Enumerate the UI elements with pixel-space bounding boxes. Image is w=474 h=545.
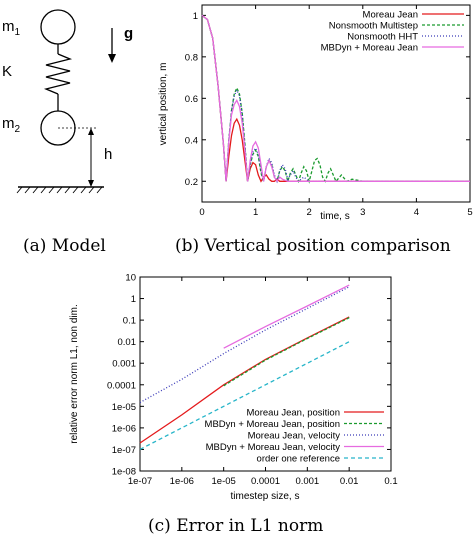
x-tick-label: 0.1 [384,476,397,487]
chart-c-xlabel: timestep size, s [231,491,300,502]
x-tick-label: 1 [253,207,258,218]
label-m1: m1 [2,18,21,38]
legend-label: Moreau Jean, velocity [248,431,341,442]
chart-b-ticks: 0 1 2 3 4 5 0.2 0.4 0.6 0.8 1 [185,5,473,218]
y-tick-label: 0.4 [185,135,198,146]
y-tick-label: 1e-07 [112,445,136,456]
chart-b-series [201,14,470,184]
x-tick-label: 1e-07 [128,476,152,487]
x-tick-label: 1e-05 [212,476,236,487]
series-line-3 [223,284,350,349]
legend-label: Nonsmooth Multistep [329,21,418,32]
y-tick-label: 1 [131,294,136,305]
model-diagram: m1 K m2 g h [2,9,133,194]
x-tick-label: 0.01 [340,476,359,487]
chart-b-frame [201,4,471,203]
label-m2: m2 [2,115,21,135]
y-tick-label: 0.2 [185,177,198,188]
label-g: g [124,25,133,42]
y-tick-label: 0.01 [118,337,137,348]
label-k: K [2,63,12,80]
series-line-0 [201,14,470,183]
caption-c: (c) Error in L1 norm [148,516,323,536]
caption-a: (a) Model [23,236,106,256]
legend-label: MBDyn + Moreau Jean, velocity [206,442,341,453]
y-tick-label: 10 [125,273,136,284]
label-h: h [104,146,112,163]
series-line-2 [201,14,470,184]
mass-1-circle [40,9,76,45]
x-tick-label: 4 [414,207,419,218]
legend-label: Moreau Jean, position [247,408,340,419]
series-line-3 [201,14,470,183]
y-tick-label: 1e-08 [112,467,136,478]
series-line-1 [201,14,470,184]
chart-c-ylabel: relative error norm L1, non dim. [69,304,80,444]
x-tick-label: 1e-06 [170,476,194,487]
y-tick-label: 0.1 [123,316,136,327]
legend-label: MBDyn + Moreau Jean [321,43,418,54]
caption-b: (b) Vertical position comparison [175,236,451,256]
y-tick-label: 1 [193,11,198,22]
x-tick-label: 0.001 [295,476,319,487]
y-tick-label: 1e-05 [112,402,136,413]
x-tick-label: 0.0001 [251,476,280,487]
series-line-4 [139,341,350,450]
legend-label: order one reference [257,454,340,465]
legend-label: MBDyn + Moreau Jean, position [205,419,340,430]
x-tick-label: 3 [360,207,365,218]
spring-k [43,53,73,95]
series-line-0 [139,316,350,444]
x-tick-label: 0 [199,207,204,218]
legend-label: Nonsmooth HHT [347,32,418,43]
chart-b-xlabel: time, s [320,211,349,222]
y-tick-label: 0.001 [112,359,136,370]
legend-label: Moreau Jean [363,10,418,21]
chart-c: 1e-07 1e-06 1e-05 0.0001 0.001 0.01 0.11e-081e… [69,273,398,503]
ground-hatch [16,186,103,194]
series-line-2 [139,286,350,404]
y-tick-label: 0.6 [185,94,198,105]
chart-c-series [139,284,350,450]
height-arrow-top [88,128,94,135]
y-tick-label: 0.8 [185,52,198,63]
chart-b-ylabel: vertical position, m [158,63,169,146]
y-tick-label: 0.0001 [107,380,136,391]
x-tick-label: 5 [467,207,472,218]
series-line-1 [223,317,350,387]
height-arrow-bottom [88,180,94,187]
chart-b: 0 1 2 3 4 50.20.40.60.81 Moreau JeanNonsmooth… [158,4,473,222]
chart-c-ticks: 1e-07 1e-06 1e-05 0.0001 0.001 0.01 0.11e-081e… [107,273,398,488]
y-tick-label: 1e-06 [112,423,136,434]
x-tick-label: 2 [307,207,312,218]
gravity-arrow-head [108,54,116,63]
